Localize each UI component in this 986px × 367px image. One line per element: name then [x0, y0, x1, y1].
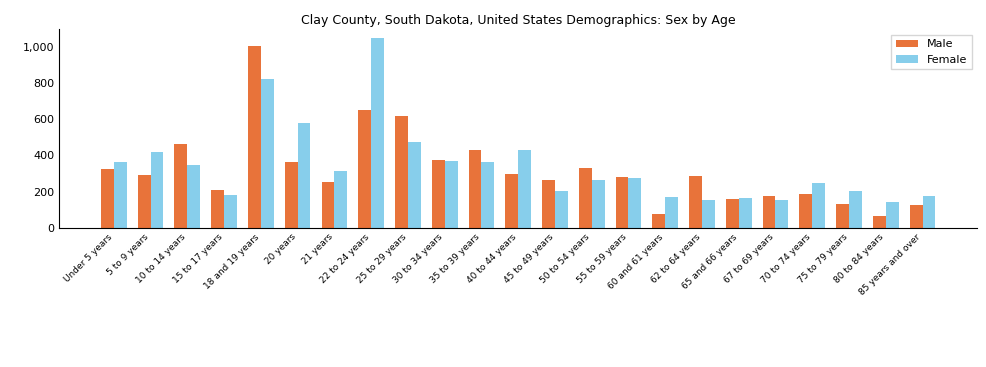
Bar: [407, 142, 420, 228]
Bar: [688, 176, 701, 228]
Bar: [811, 184, 824, 228]
Bar: [187, 166, 200, 228]
Bar: [138, 175, 151, 228]
Bar: [151, 152, 164, 228]
Bar: [738, 198, 751, 228]
Bar: [922, 196, 935, 228]
Bar: [591, 180, 604, 228]
Bar: [468, 150, 481, 228]
Bar: [775, 200, 788, 228]
Bar: [554, 190, 567, 228]
Bar: [224, 195, 237, 228]
Bar: [431, 160, 445, 228]
Bar: [725, 199, 738, 228]
Bar: [321, 182, 334, 228]
Bar: [762, 196, 775, 228]
Bar: [247, 47, 260, 228]
Bar: [394, 116, 407, 228]
Bar: [101, 169, 113, 228]
Bar: [835, 204, 848, 228]
Bar: [260, 79, 273, 228]
Bar: [578, 168, 591, 228]
Bar: [505, 174, 518, 228]
Bar: [175, 144, 187, 228]
Bar: [541, 180, 554, 228]
Title: Clay County, South Dakota, United States Demographics: Sex by Age: Clay County, South Dakota, United States…: [301, 14, 735, 27]
Bar: [701, 200, 714, 228]
Bar: [284, 162, 298, 228]
Bar: [211, 190, 224, 228]
Bar: [334, 171, 347, 228]
Bar: [652, 214, 665, 228]
Bar: [445, 161, 458, 228]
Bar: [113, 162, 126, 228]
Bar: [909, 205, 922, 228]
Bar: [884, 202, 897, 228]
Bar: [481, 162, 494, 228]
Bar: [665, 197, 677, 228]
Bar: [848, 190, 861, 228]
Bar: [371, 39, 384, 228]
Bar: [358, 109, 371, 228]
Bar: [518, 150, 530, 228]
Bar: [615, 177, 628, 228]
Legend: Male, Female: Male, Female: [890, 35, 970, 69]
Bar: [872, 216, 884, 228]
Bar: [799, 194, 811, 228]
Bar: [298, 123, 311, 228]
Bar: [628, 178, 641, 228]
